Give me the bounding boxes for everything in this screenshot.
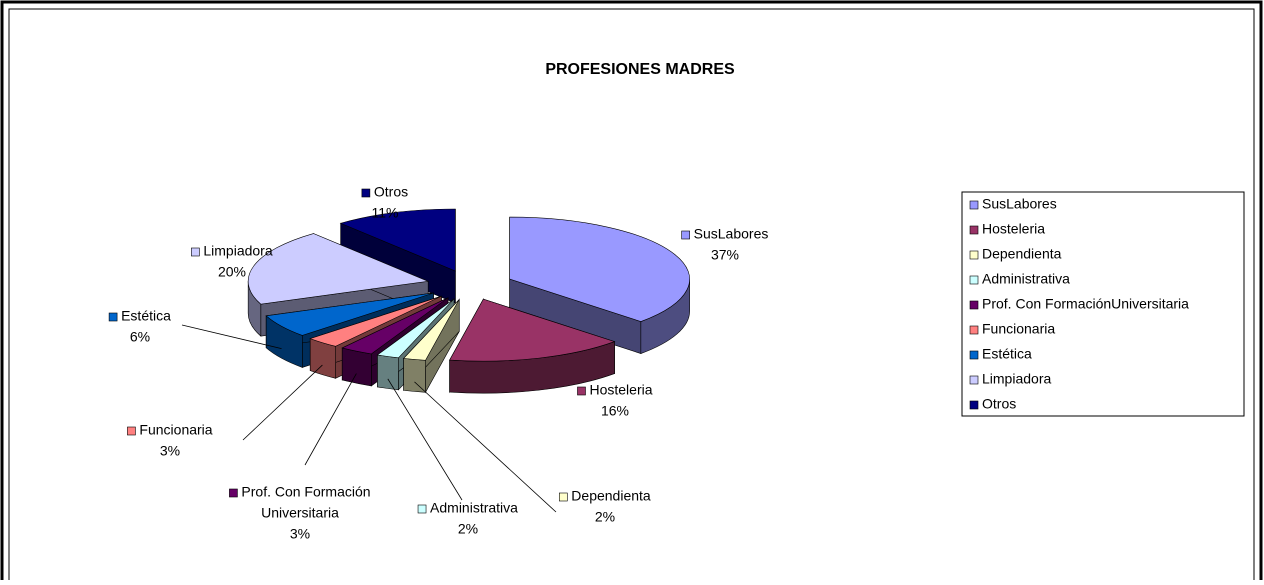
legend-label: Administrativa [982,271,1070,287]
legend-label: Otros [982,396,1016,412]
slice-wall [377,354,399,391]
slice [309,295,442,347]
data-label-value: 16% [601,403,629,419]
data-label-key [681,230,690,240]
data-label-value: 20% [218,264,246,280]
data-label-key [127,426,136,436]
slice [403,299,460,361]
data-label-value: 6% [130,329,150,345]
data-label-value: 11% [372,205,399,221]
legend-swatch [969,225,979,235]
legend-swatch [969,350,979,360]
data-label-value: 3% [290,526,310,542]
leader-line [242,364,323,441]
data-label-value: 2% [458,521,478,537]
legend-swatch [969,300,979,310]
chart-title: PROFESIONES MADRES [545,61,735,78]
data-label-name: Limpiadora [203,243,272,259]
legend-label: Estética [982,346,1032,362]
data-label-name: Dependienta [571,488,651,504]
leader-line [387,378,463,501]
slice-wall [341,347,372,387]
data-label-value: 3% [160,443,180,459]
legend-label: Limpiadora [982,371,1051,387]
legend-swatch [969,250,979,260]
slice [449,298,616,362]
data-label-name: Hosteleria [589,382,652,398]
legend-label: Prof. Con FormaciónUniversitaria [982,296,1189,312]
legend-swatch [969,200,979,210]
slice [341,297,449,355]
data-label-key [361,188,371,198]
legend-label: Funcionaria [982,321,1055,337]
pie [247,208,690,394]
leader-line [304,373,357,466]
slice [509,216,690,322]
legend-label: Hosteleria [982,221,1045,237]
data-label-name: Otros [374,184,408,200]
data-label-value: 2% [595,509,615,525]
data-label-key [191,247,200,257]
legend-label: Dependienta [982,246,1062,262]
legend-swatch [969,325,979,335]
data-label-key [558,492,568,502]
data-label-name: Prof. Con Formación [241,484,370,500]
leader-line [181,324,282,349]
slice [376,298,455,359]
data-label-key [108,312,118,322]
legend-swatch [969,400,979,410]
legend-swatch [969,275,979,285]
leader-line [414,381,557,513]
data-label-value: 37% [711,247,739,263]
data-label-key [229,488,238,498]
data-label-name: SusLabores [694,226,769,242]
data-label-name: Administrativa [430,500,518,516]
data-label-name: Funcionaria [139,422,212,438]
frame-inner [8,8,1255,585]
legend-swatch [969,375,979,385]
data-label-key [417,504,427,514]
data-label-name: Universitaria [261,505,339,521]
legend-box [961,191,1245,417]
data-label-key [577,386,586,396]
slice-wall [403,358,426,393]
slice [339,208,456,272]
data-label-name: Estética [121,308,171,324]
slice [265,292,434,336]
legend-label: SusLabores [982,196,1057,212]
slice [247,233,430,305]
